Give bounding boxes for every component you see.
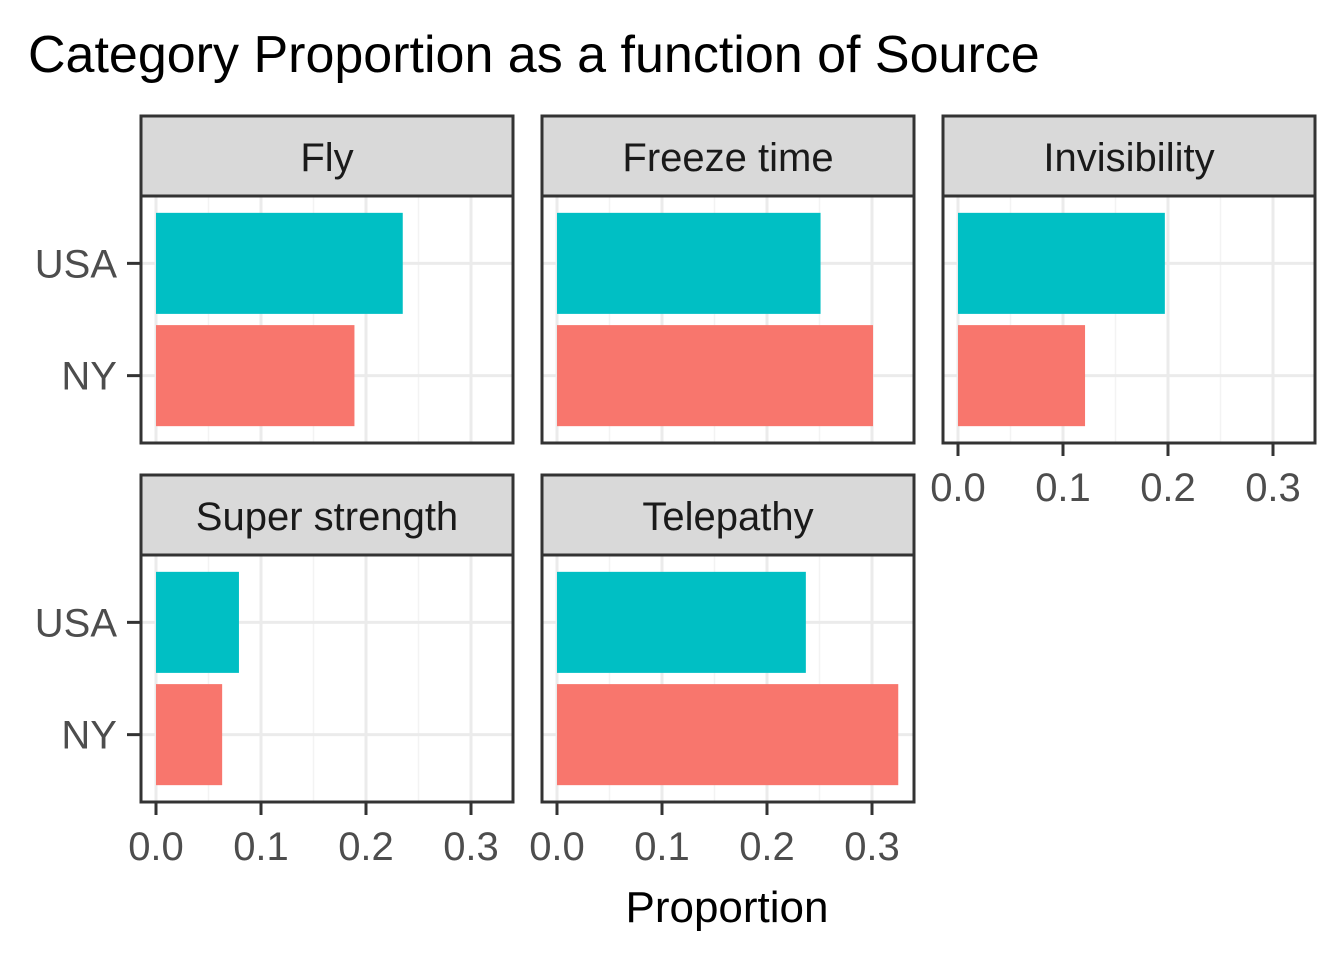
facet-strip-label-freeze-time: Freeze time [622, 136, 833, 180]
panel-border-freeze-time [540, 194, 916, 445]
x-tick-label-super-strength: 0.2 [338, 825, 394, 869]
bar-freeze-time-ny [557, 325, 874, 427]
bar-fly-ny [156, 325, 355, 427]
panel-border-fly [139, 194, 515, 445]
bar-invisibility-usa [958, 212, 1165, 314]
facet-super-strength: Super strength USA NY 0.0 0.1 0.2 0.3 [35, 473, 515, 869]
facet-invisibility: Invisibility 0.0 0.1 0.2 0.3 [930, 114, 1317, 510]
bar-fly-usa [156, 212, 403, 314]
x-tick-label-telepathy: 0.3 [844, 825, 900, 869]
facets-layer: Fly USA NY Freeze time Invisibility 0.0 0.1 0.2… [35, 114, 1317, 869]
facet-freeze-time: Freeze time [540, 114, 916, 445]
facet-strip-freeze-time [540, 114, 916, 198]
x-tick-label-invisibility: 0.2 [1140, 466, 1196, 510]
facet-strip-label-invisibility: Invisibility [1043, 136, 1214, 180]
panel-border-super-strength [139, 553, 515, 804]
bar-freeze-time-usa [557, 212, 821, 314]
bar-super-strength-usa [156, 571, 239, 673]
y-tick-label-ny: NY [61, 714, 117, 758]
chart-title: Category Proportion as a function of Sou… [28, 26, 1040, 84]
y-tick-label-usa: USA [35, 242, 118, 286]
facet-strip-label-fly: Fly [300, 136, 353, 180]
x-tick-label-invisibility: 0.0 [930, 466, 986, 510]
bar-invisibility-ny [958, 325, 1086, 427]
x-tick-label-telepathy: 0.2 [739, 825, 795, 869]
x-tick-label-telepathy: 0.1 [634, 825, 690, 869]
x-tick-label-super-strength: 0.1 [233, 825, 289, 869]
bar-super-strength-ny [156, 684, 223, 786]
facet-strip-fly [139, 114, 515, 198]
facet-strip-super-strength [139, 473, 515, 557]
bar-telepathy-ny [557, 684, 899, 786]
y-tick-label-ny: NY [61, 355, 117, 399]
panel-border-telepathy [540, 553, 916, 804]
facet-strip-telepathy [540, 473, 916, 557]
facet-strip-label-super-strength: Super strength [196, 495, 458, 539]
facet-telepathy: Telepathy 0.0 0.1 0.2 0.3 [529, 473, 916, 869]
bar-telepathy-usa [557, 571, 806, 673]
facet-strip-label-telepathy: Telepathy [642, 495, 813, 539]
x-tick-label-super-strength: 0.0 [128, 825, 184, 869]
x-tick-label-super-strength: 0.3 [443, 825, 499, 869]
y-tick-label-usa: USA [35, 601, 118, 645]
facet-fly: Fly USA NY [35, 114, 515, 445]
x-tick-label-invisibility: 0.1 [1035, 466, 1091, 510]
x-tick-label-telepathy: 0.0 [529, 825, 585, 869]
facet-strip-invisibility [941, 114, 1317, 198]
x-tick-label-invisibility: 0.3 [1245, 466, 1301, 510]
panel-border-invisibility [941, 194, 1317, 445]
x-axis-title: Proportion [625, 883, 828, 932]
